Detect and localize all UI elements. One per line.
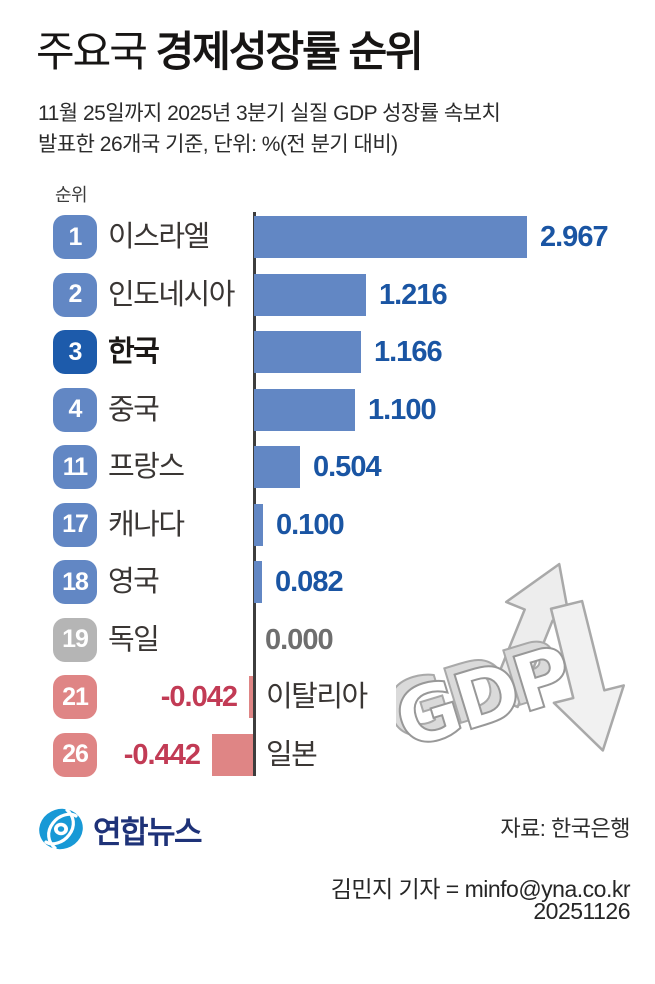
country-label: 중국 (108, 393, 160, 426)
source-credit: 자료: 한국은행 (500, 816, 630, 841)
value-bar (254, 503, 263, 546)
value-bar (212, 733, 253, 776)
gdp-text-face: GDP (396, 629, 581, 767)
value-bar (254, 273, 366, 316)
yonhap-logo-text: 연합뉴스 (93, 814, 203, 850)
value-label: 1.100 (368, 393, 437, 426)
value-bar (254, 216, 527, 258)
value-label: -0.042 (160, 681, 238, 713)
value-bar (254, 446, 300, 488)
page-title: 주요국 경제성장률 순위 (36, 26, 424, 78)
rank-badge: 18 (53, 560, 97, 604)
value-label: -0.442 (123, 738, 201, 771)
subtitle: 11월 25일까지 2025년 3분기 실질 GDP 성장률 속보치 발표한 2… (38, 98, 501, 160)
rank-badge: 1 (53, 215, 97, 259)
country-label: 프랑스 (108, 451, 185, 483)
down-arrow-icon (549, 599, 625, 752)
page-title-light: 주요국 (36, 28, 148, 75)
value-label: 0.082 (275, 566, 344, 598)
value-label: 1.166 (374, 336, 443, 368)
country-label: 영국 (108, 566, 160, 598)
value-label: 0.000 (265, 623, 334, 656)
value-label: 0.504 (313, 451, 382, 483)
subtitle-line-2: 발표한 26개국 기준, 단위: %(전 분기 대비) (38, 133, 398, 156)
reporter-byline: 김민지 기자 = minfo@yna.co.kr (330, 876, 631, 902)
value-bar (254, 388, 355, 431)
country-label: 캐나다 (108, 508, 185, 541)
country-label: 한국 (108, 336, 160, 368)
value-label: 1.216 (379, 278, 448, 311)
rank-column-header: 순위 (55, 185, 88, 205)
rank-badge: 17 (53, 502, 97, 547)
country-label: 이스라엘 (108, 221, 210, 253)
country-label: 이탈리아 (266, 681, 368, 713)
page-title-bold: 경제성장률 순위 (155, 28, 424, 75)
rank-badge: 11 (53, 445, 97, 489)
value-bar (254, 561, 262, 603)
rank-badge: 26 (53, 732, 97, 777)
rank-badge: 21 (53, 675, 97, 719)
country-label: 독일 (108, 623, 160, 656)
axis-baseline (253, 212, 256, 776)
subtitle-line-1: 11월 25일까지 2025년 3분기 실질 GDP 성장률 속보치 (38, 102, 501, 125)
yonhap-logo: 연합뉴스 (36, 804, 203, 854)
value-bar (254, 331, 361, 373)
yonhap-logo-icon (39, 808, 83, 850)
rank-badge: 2 (53, 272, 97, 317)
publish-date: 20251126 (533, 898, 630, 924)
rank-badge: 4 (53, 387, 97, 432)
rank-badge: 19 (53, 617, 97, 662)
value-bar (249, 676, 253, 718)
country-label: 인도네시아 (108, 278, 235, 311)
value-label: 0.100 (276, 508, 345, 541)
value-label: 2.967 (540, 221, 609, 253)
gdp-3d-arrow-graphic: GDP GDP (396, 562, 625, 768)
rank-badge: 3 (53, 330, 97, 374)
country-label: 일본 (266, 738, 318, 771)
